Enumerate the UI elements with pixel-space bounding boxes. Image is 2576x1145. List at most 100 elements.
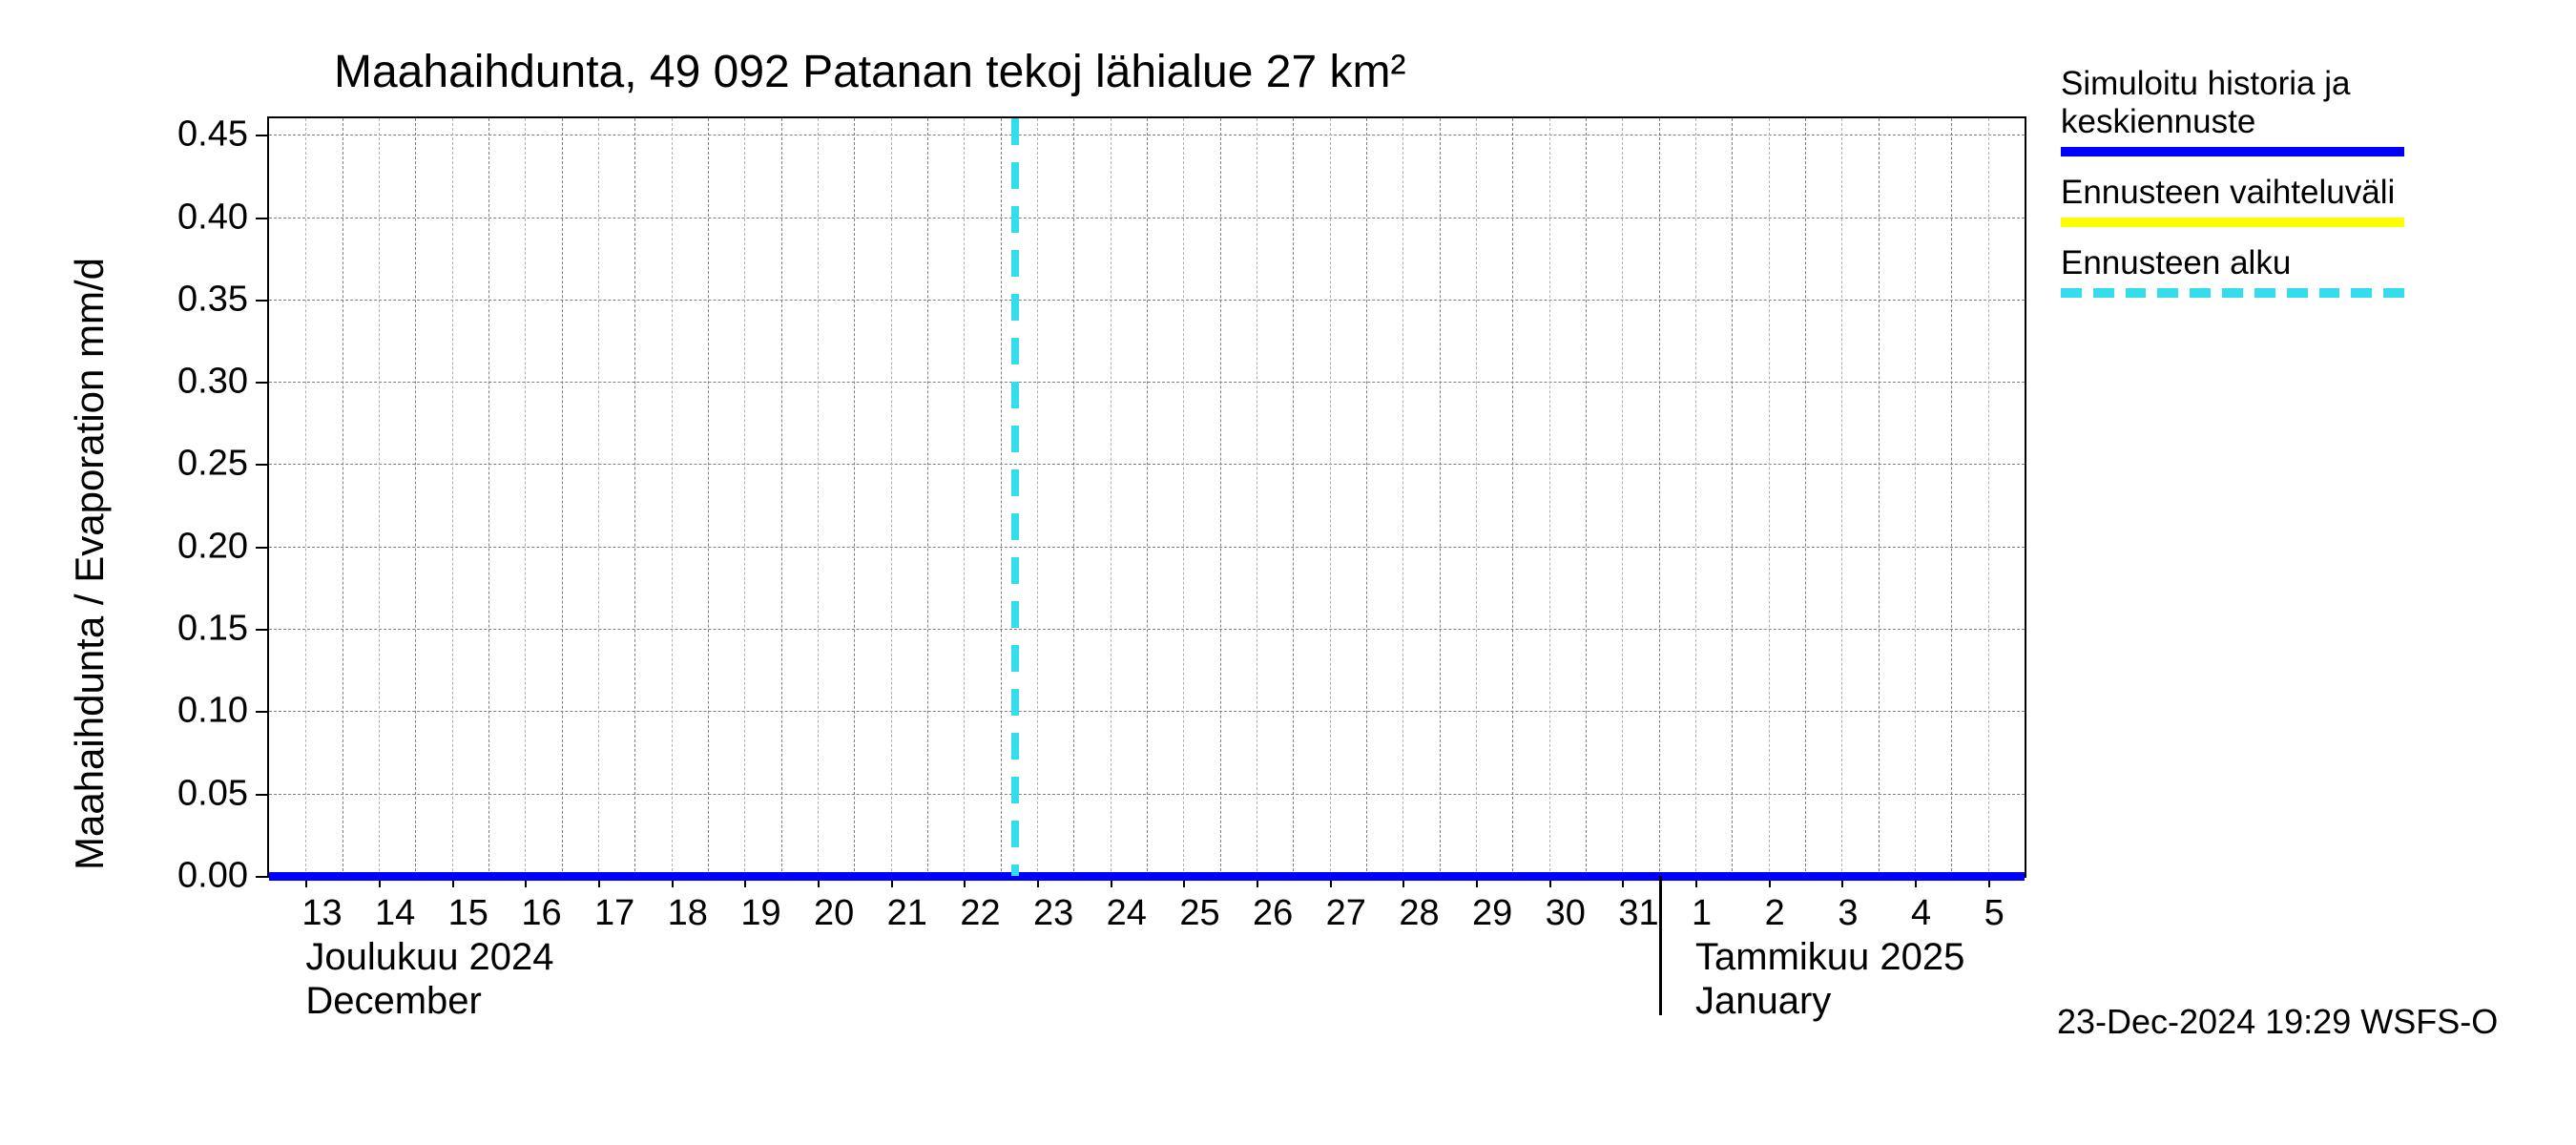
xtick-label: 13 bbox=[301, 893, 342, 934]
legend-label: Simuloitu historia ja bbox=[2061, 65, 2404, 103]
xtick-label: 14 bbox=[375, 893, 415, 934]
gridline-v-minor bbox=[1841, 118, 1842, 876]
ytick-label: 0.00 bbox=[177, 856, 248, 897]
gridline-v bbox=[708, 118, 709, 876]
gridline-v bbox=[927, 118, 928, 876]
legend-label: Ennusteen alku bbox=[2061, 244, 2404, 282]
month-label-right: Tammikuu 2025January bbox=[1695, 935, 1964, 1023]
gridline-v-minor bbox=[1769, 118, 1770, 876]
y-axis-label: Maahaihdunta / Evaporation mm/d bbox=[67, 258, 113, 870]
gridline-v bbox=[1366, 118, 1367, 876]
xtick-label: 17 bbox=[594, 893, 634, 934]
gridline-v-minor bbox=[305, 118, 306, 876]
gridline-v bbox=[1732, 118, 1733, 876]
ytick bbox=[256, 300, 269, 302]
month-separator bbox=[1659, 876, 1662, 1015]
legend-entry: Simuloitu historia jakeskiennuste bbox=[2061, 65, 2404, 156]
gridline-v-minor bbox=[891, 118, 892, 876]
legend-swatch bbox=[2061, 147, 2404, 156]
xtick-label: 19 bbox=[740, 893, 780, 934]
gridline-v-minor bbox=[964, 118, 965, 876]
gridline-v-minor bbox=[1695, 118, 1696, 876]
gridline-v-minor bbox=[1915, 118, 1916, 876]
xtick-label: 1 bbox=[1692, 893, 1712, 934]
ytick-label: 0.10 bbox=[177, 691, 248, 732]
gridline-v bbox=[1220, 118, 1221, 876]
xtick-label: 15 bbox=[448, 893, 488, 934]
gridline-v-minor bbox=[1622, 118, 1623, 876]
gridline-v bbox=[854, 118, 855, 876]
month-left-l2: December bbox=[305, 979, 553, 1023]
ytick-label: 0.45 bbox=[177, 114, 248, 156]
legend: Simuloitu historia jakeskiennuste Ennuste… bbox=[2061, 65, 2404, 315]
xtick-label: 3 bbox=[1838, 893, 1858, 934]
xtick-label: 23 bbox=[1033, 893, 1073, 934]
gridline-v bbox=[1951, 118, 1952, 876]
gridline-v bbox=[1659, 118, 1660, 876]
gridline-v bbox=[1293, 118, 1294, 876]
xtick-label: 22 bbox=[960, 893, 1000, 934]
gridline-v-minor bbox=[1476, 118, 1477, 876]
xtick-label: 16 bbox=[521, 893, 561, 934]
ytick-label: 0.40 bbox=[177, 197, 248, 238]
gridline-v bbox=[1879, 118, 1880, 876]
gridline-v-minor bbox=[1549, 118, 1550, 876]
ytick bbox=[256, 711, 269, 713]
chart-title: Maahaihdunta, 49 092 Patanan tekoj lähia… bbox=[334, 46, 1405, 98]
ytick bbox=[256, 629, 269, 631]
xtick-label: 29 bbox=[1472, 893, 1512, 934]
ytick bbox=[256, 547, 269, 549]
gridline-v bbox=[781, 118, 782, 876]
gridline-v bbox=[1586, 118, 1587, 876]
gridline-v bbox=[1147, 118, 1148, 876]
gridline-v bbox=[1073, 118, 1074, 876]
gridline-v bbox=[1512, 118, 1513, 876]
legend-entry: Ennusteen alku bbox=[2061, 244, 2404, 298]
ytick bbox=[256, 464, 269, 466]
ytick-label: 0.30 bbox=[177, 362, 248, 403]
series-main-line bbox=[269, 872, 2025, 881]
gridline-v bbox=[1001, 118, 1002, 876]
xtick-label: 26 bbox=[1253, 893, 1293, 934]
legend-label: keskiennuste bbox=[2061, 103, 2404, 141]
gridline-v-minor bbox=[1402, 118, 1403, 876]
month-left-l1: Joulukuu 2024 bbox=[305, 935, 553, 979]
ytick bbox=[256, 218, 269, 219]
xtick-label: 30 bbox=[1546, 893, 1586, 934]
legend-label: Ennusteen vaihteluväli bbox=[2061, 174, 2404, 212]
ytick-label: 0.25 bbox=[177, 444, 248, 485]
ytick-label: 0.35 bbox=[177, 279, 248, 320]
ytick-label: 0.15 bbox=[177, 609, 248, 650]
gridline-v bbox=[415, 118, 416, 876]
gridline-v-minor bbox=[598, 118, 599, 876]
gridline-v bbox=[1440, 118, 1441, 876]
xtick-label: 20 bbox=[814, 893, 854, 934]
gridline-v-minor bbox=[1183, 118, 1184, 876]
xtick-label: 4 bbox=[1911, 893, 1931, 934]
xtick-label: 2 bbox=[1765, 893, 1785, 934]
gridline-v-minor bbox=[1330, 118, 1331, 876]
legend-entry: Ennusteen vaihteluväli bbox=[2061, 174, 2404, 227]
xtick-label: 24 bbox=[1107, 893, 1147, 934]
legend-swatch bbox=[2061, 218, 2404, 227]
ytick bbox=[256, 382, 269, 384]
gridline-v bbox=[634, 118, 635, 876]
xtick-label: 18 bbox=[668, 893, 708, 934]
gridline-v-minor bbox=[744, 118, 745, 876]
gridline-v-minor bbox=[818, 118, 819, 876]
gridline-v-minor bbox=[379, 118, 380, 876]
xtick-label: 31 bbox=[1618, 893, 1658, 934]
xtick-label: 5 bbox=[1984, 893, 2005, 934]
gridline-v bbox=[488, 118, 489, 876]
ytick bbox=[256, 794, 269, 796]
xtick-label: 21 bbox=[887, 893, 927, 934]
gridline-v-minor bbox=[525, 118, 526, 876]
ytick bbox=[256, 876, 269, 878]
legend-swatch bbox=[2061, 288, 2404, 298]
gridline-v-minor bbox=[1988, 118, 1989, 876]
gridline-v-minor bbox=[1037, 118, 1038, 876]
gridline-v bbox=[1805, 118, 1806, 876]
chart-plot-area: 0.000.050.100.150.200.250.300.350.400.45… bbox=[267, 116, 2026, 878]
month-right-l1: Tammikuu 2025 bbox=[1695, 935, 1964, 979]
xtick-label: 27 bbox=[1326, 893, 1366, 934]
